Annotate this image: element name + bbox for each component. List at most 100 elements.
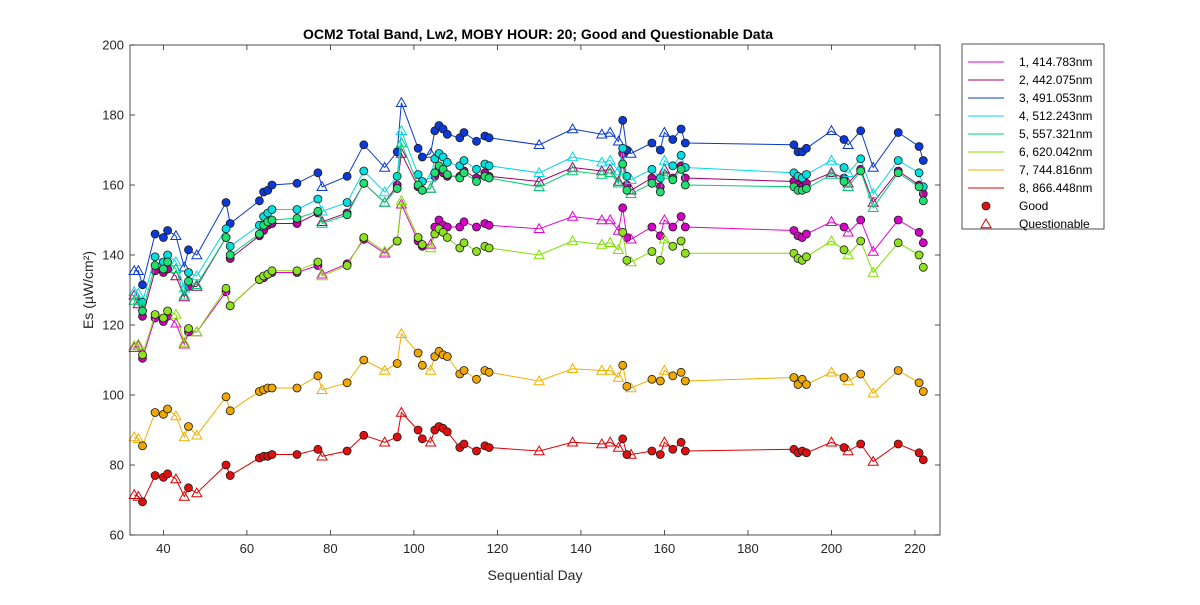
- questionable-point: [316, 215, 328, 226]
- good-point: [680, 446, 690, 456]
- good-point: [839, 222, 849, 232]
- good-point: [342, 210, 352, 220]
- good-point: [472, 446, 481, 456]
- good-point: [225, 406, 235, 416]
- good-point: [484, 161, 494, 171]
- questionable-point: [378, 161, 391, 172]
- good-point: [359, 166, 369, 176]
- legend-entry-label: 7, 744.816nm: [1019, 163, 1092, 177]
- plot-background: [130, 45, 940, 535]
- good-point: [484, 173, 494, 183]
- questionable-point: [604, 236, 617, 247]
- good-point: [680, 138, 690, 148]
- questionable-point: [658, 364, 671, 375]
- series-group: [128, 194, 928, 360]
- good-point: [459, 168, 469, 178]
- good-point: [221, 460, 231, 470]
- questionable-point: [566, 164, 579, 176]
- good-point: [655, 255, 665, 265]
- good-point: [442, 170, 452, 179]
- good-point: [392, 359, 402, 368]
- good-point: [914, 378, 924, 388]
- good-point: [914, 227, 924, 237]
- questionable-point: [190, 278, 203, 289]
- questionable-point: [132, 432, 145, 443]
- good-point: [622, 450, 632, 459]
- y-tick-label: 100: [102, 388, 124, 403]
- good-point: [359, 430, 369, 440]
- good-point: [417, 240, 427, 249]
- good-point: [417, 152, 427, 162]
- good-point: [163, 257, 173, 267]
- good-point: [893, 156, 903, 165]
- good-point: [618, 115, 628, 125]
- x-axis-label: Sequential Day: [488, 567, 583, 583]
- good-point: [163, 469, 173, 479]
- questionable-point: [825, 168, 838, 179]
- questionable-point: [170, 262, 182, 274]
- questionable-point: [604, 213, 617, 225]
- good-point: [893, 215, 903, 225]
- good-point: [856, 166, 866, 176]
- good-point: [472, 247, 481, 256]
- questionable-point: [170, 308, 182, 319]
- x-tick-label: 60: [240, 541, 254, 556]
- questionable-point: [595, 364, 608, 375]
- good-point: [918, 387, 928, 396]
- questionable-point: [612, 243, 625, 254]
- good-point: [221, 283, 231, 293]
- good-point: [484, 220, 494, 230]
- good-point: [918, 262, 928, 272]
- questionable-point: [170, 472, 182, 484]
- questionable-point: [178, 290, 191, 302]
- questionable-point: [190, 280, 203, 291]
- good-point: [914, 142, 924, 151]
- good-point: [417, 185, 427, 195]
- x-tick-label: 120: [487, 541, 509, 556]
- good-point: [668, 222, 678, 232]
- good-point: [839, 443, 849, 452]
- good-point: [442, 233, 452, 242]
- questionable-point: [178, 430, 191, 442]
- good-point: [802, 448, 811, 458]
- questionable-point: [566, 210, 579, 221]
- good-point: [342, 446, 352, 456]
- questionable-point: [658, 168, 671, 179]
- good-point: [676, 164, 686, 174]
- good-point: [221, 224, 231, 234]
- questionable-point: [178, 289, 191, 300]
- questionable-point: [190, 248, 203, 260]
- questionable-point: [658, 233, 671, 244]
- x-axis: 40 60 80 100 120 140 160 180 200 220: [156, 45, 926, 556]
- chart-title: OCM2 Total Band, Lw2, MOBY HOUR: 20; Goo…: [303, 26, 773, 42]
- good-point: [359, 355, 369, 365]
- good-point: [802, 143, 811, 153]
- good-point: [313, 371, 323, 381]
- good-point: [484, 133, 494, 143]
- questionable-point: [170, 255, 182, 267]
- good-point: [622, 381, 632, 391]
- good-point: [158, 313, 168, 323]
- good-point: [221, 198, 231, 207]
- good-point: [184, 268, 193, 277]
- good-point: [676, 124, 686, 134]
- good-point: [292, 205, 302, 214]
- good-point: [267, 205, 277, 214]
- questionable-point: [424, 241, 437, 253]
- good-point: [292, 383, 302, 393]
- legend-questionable-label: Questionable: [1019, 217, 1090, 231]
- good-point: [647, 178, 657, 188]
- questionable-point: [316, 217, 328, 228]
- good-point: [647, 446, 657, 456]
- questionable-point: [316, 383, 328, 394]
- x-tick-label: 40: [156, 541, 170, 556]
- questionable-point: [842, 226, 855, 237]
- questionable-point: [604, 166, 617, 177]
- series-group: [128, 136, 928, 316]
- questionable-point: [566, 234, 579, 246]
- good-point: [392, 184, 402, 193]
- questionable-point: [595, 213, 608, 225]
- y-tick-label: 180: [102, 108, 124, 123]
